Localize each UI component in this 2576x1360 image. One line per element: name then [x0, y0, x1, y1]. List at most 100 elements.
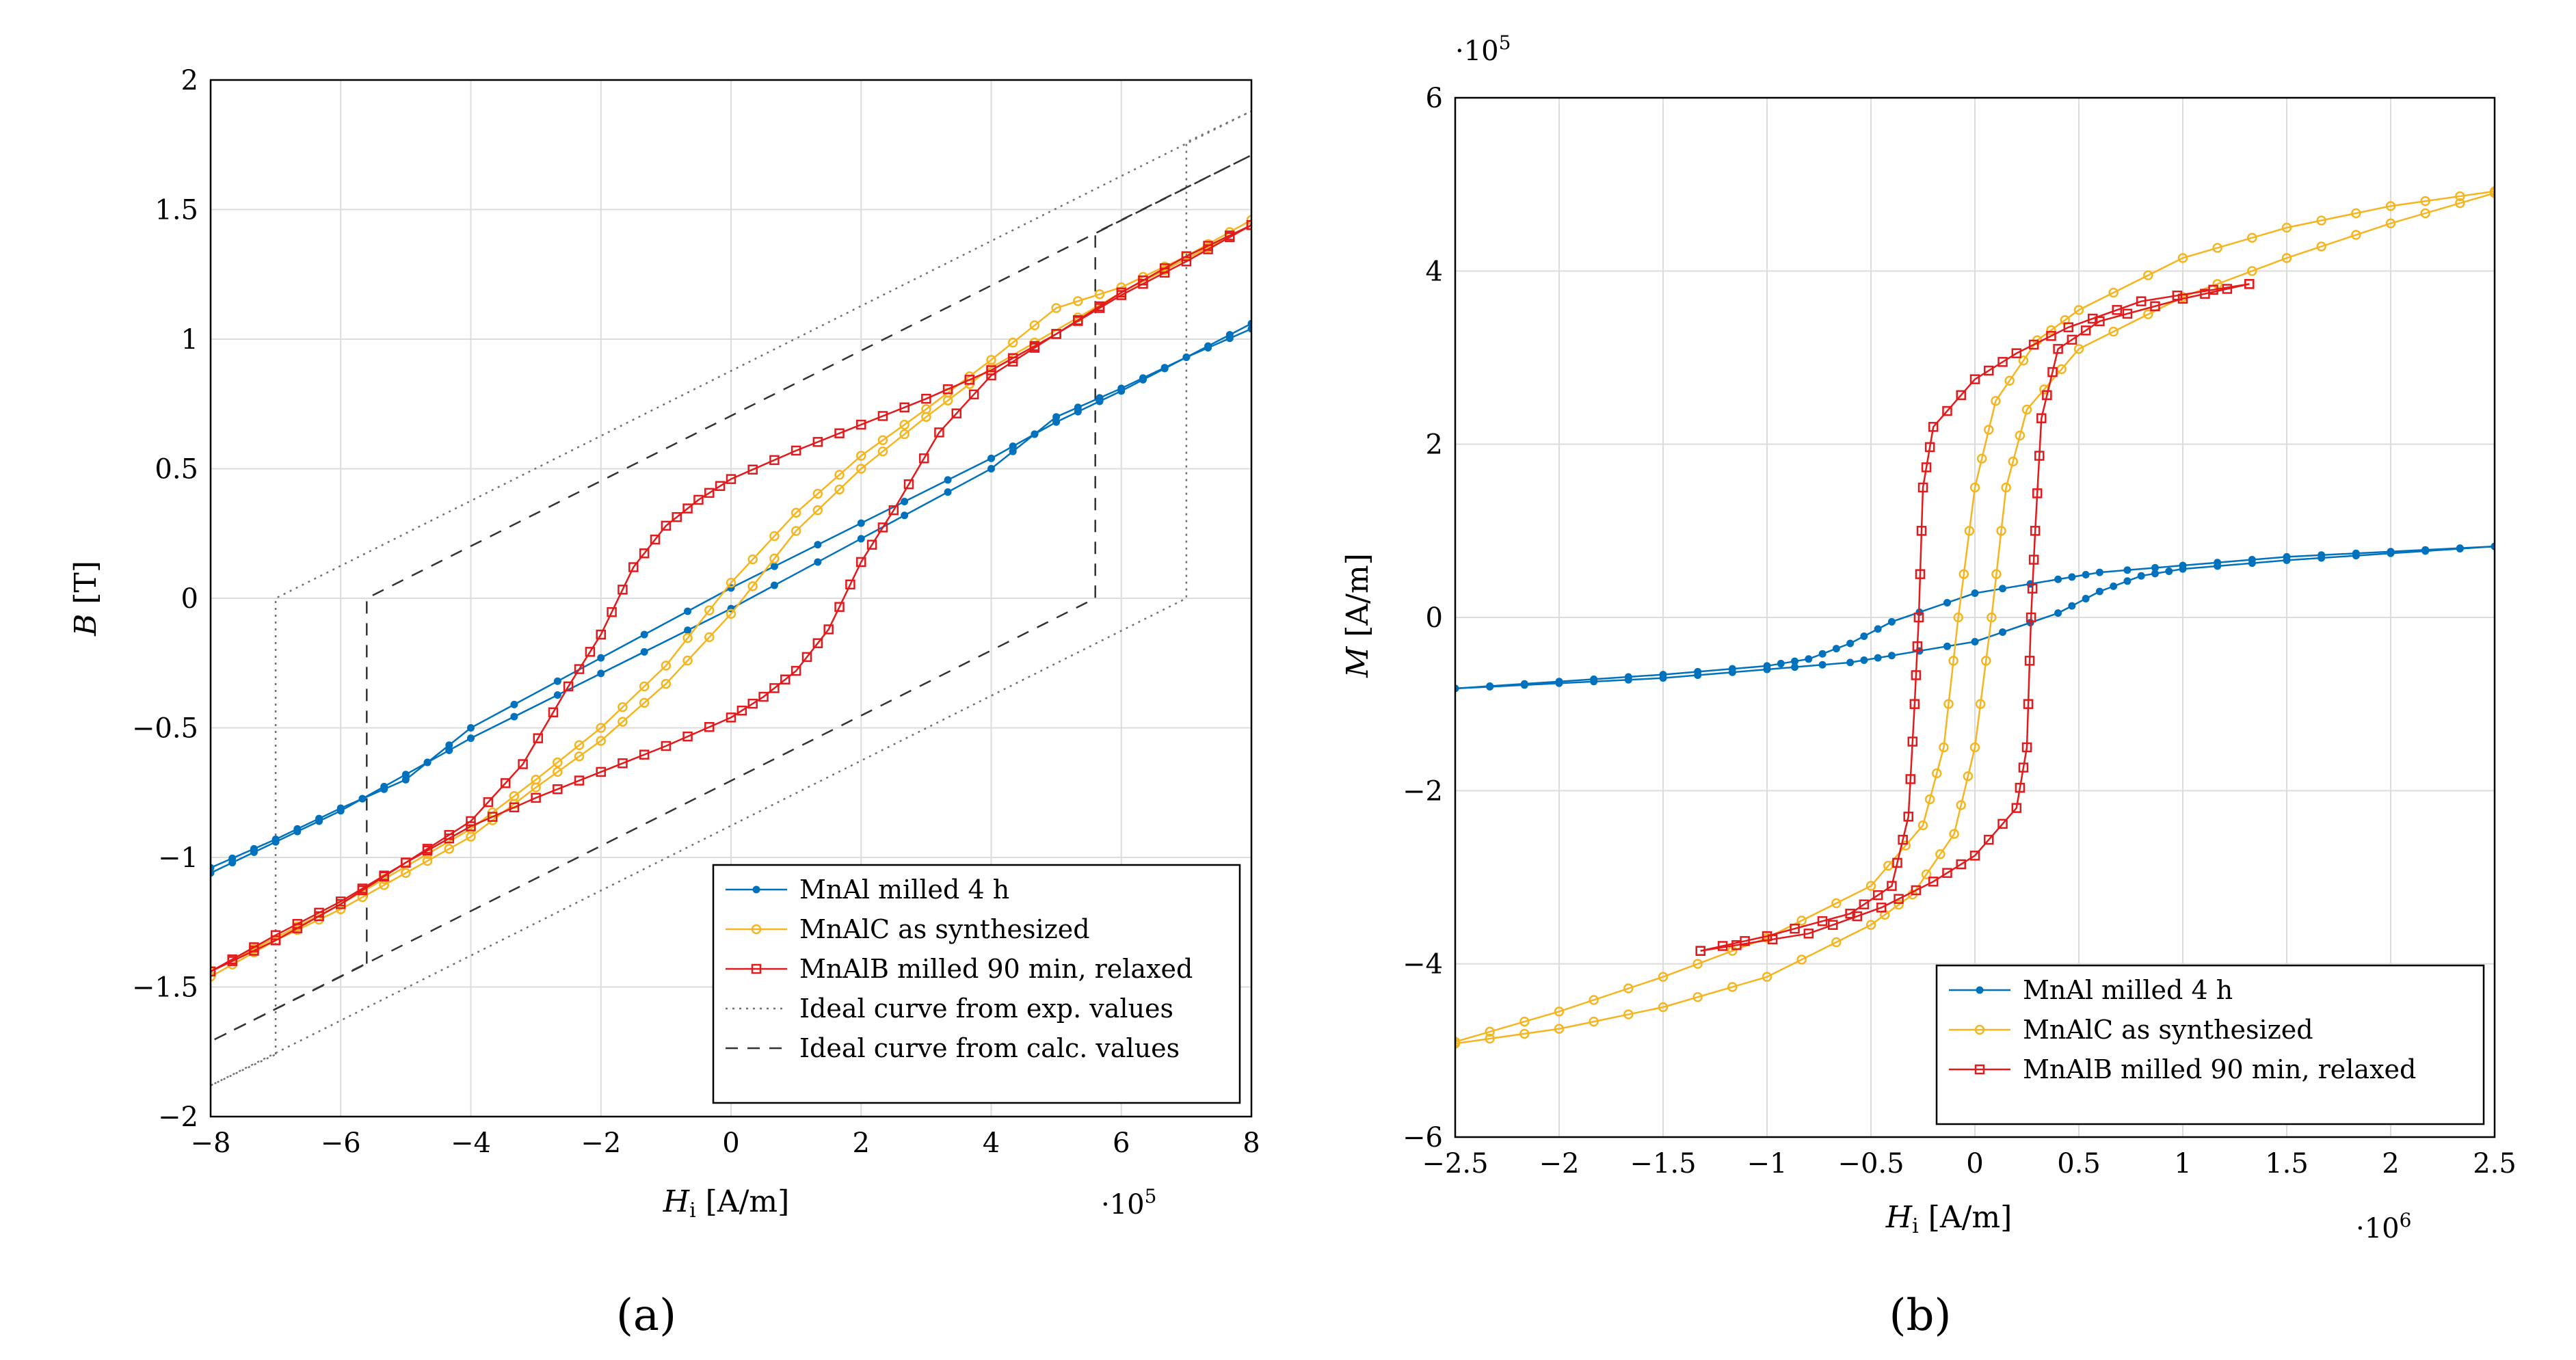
chart-a-series-2-point [1246, 219, 1251, 230]
chart-b-series-2-point [2244, 279, 2255, 289]
chart-a-series-2-point [483, 797, 494, 808]
chart-b-series-0-point [1520, 681, 1528, 689]
chart-a-series-2-point [379, 870, 389, 881]
chart-b-series-0-point [2421, 547, 2430, 555]
chart-a-series-2-point [1094, 301, 1105, 312]
chart-b-series-0-point [1791, 663, 1799, 671]
chart-b-ytick-label: −2 [1403, 775, 1443, 807]
chart-a-series-1-point [726, 578, 736, 588]
chart-b-series-1-point [1991, 569, 2002, 579]
chart-a-legend-marker-1 [751, 924, 762, 935]
chart-a-series-1-point [704, 605, 715, 615]
chart-a-legend-box [712, 864, 1241, 1104]
chart-b-series-2-point [1828, 920, 1838, 930]
chart-b-series-1-point [2018, 355, 2029, 366]
chart-a-series-0-point [250, 848, 258, 856]
chart-a-series-2-point [661, 741, 672, 751]
chart-b-series-2-point [1956, 390, 1966, 401]
chart-b-legend: MnAl milled 4 h MnAlC as synthesized MnAlB… [1935, 964, 2485, 1125]
chart-a-series-1-point [704, 632, 715, 643]
chart-a-series-2-point [704, 488, 715, 498]
chart-b-series-2-point [2030, 526, 2041, 536]
chart-b-series-0-point [2318, 554, 2326, 562]
chart-a-series-2-point [618, 585, 628, 595]
chart-b-series-1-point [1949, 829, 1959, 839]
chart-b-series-1-point [2015, 430, 2026, 441]
chart-a-series-2-point [866, 539, 877, 550]
chart-b-series-0-point [1846, 658, 1855, 667]
chart-a-series-0-point [1225, 334, 1234, 343]
chart-a-series-0-point [1031, 430, 1039, 438]
chart-a-series-1-point [899, 419, 909, 430]
chart-b-series-0-point [1818, 661, 1827, 669]
chart-b-series-2-point [2122, 308, 2133, 319]
chart-a-series-0-point [1160, 364, 1169, 372]
chart-b-series-2-lower-line [1700, 283, 2250, 952]
chart-b-series-0-point [1590, 678, 1598, 686]
chart-b-series-1-point [2143, 270, 2153, 280]
chart-b-series-2-point [1790, 923, 1800, 934]
chart-a-series-2-point [249, 942, 259, 952]
chart-a-series-2-point [314, 907, 324, 918]
chart-a-series-2-point [500, 778, 511, 788]
chart-a-series-2-point [747, 698, 758, 709]
chart-a-legend-label-4: Ideal curve from calc. values [799, 1033, 1180, 1063]
chart-b: M [A/m] Hi [A/m] ·106 ·105 (b) −2.5 −2 −1.… [1340, 31, 2517, 1341]
chart-b-series-1-point [2316, 241, 2326, 252]
chart-a-series-1-point [596, 736, 606, 746]
chart-a-series-0-point [857, 535, 865, 543]
chart-a-series-0-point [1204, 344, 1212, 352]
chart-b-series-0-point [1624, 676, 1632, 684]
chart-b-series-2-point [2026, 612, 2036, 623]
chart-a-ylabel: B [T] [68, 561, 103, 637]
chart-a-series-0-point [467, 734, 475, 743]
chart-b-series-2-point [2136, 296, 2147, 306]
chart-b-series-2-upper-line [1700, 283, 2250, 952]
chart-a-series-0-point [401, 771, 410, 779]
chart-b-series-1-lower-line [1455, 192, 2495, 1045]
chart-a-series-2-point [834, 428, 845, 438]
chart-a-series-1-point [921, 412, 931, 422]
chart-b-series-2-point [2015, 782, 2026, 793]
chart-a-ticks: −8 −6 −4 −2 0 2 4 6 8 −2 −1.5 −1 −0.5 0 0.5 1 1.5 2 [132, 65, 1260, 1159]
chart-b-series-2-point [1916, 526, 1927, 536]
chart-a-series-0-point [597, 669, 605, 678]
chart-a-series-2-point [270, 935, 281, 946]
chart-a-xtick-label: −6 [321, 1128, 361, 1159]
chart-b-series-1-point [2021, 404, 2032, 415]
chart-b-series-0-point [2248, 559, 2256, 568]
chart-b-series-1-point [2073, 344, 2084, 354]
chart-a-series-0-point [1247, 325, 1251, 333]
chart-a-series-0-point [987, 465, 995, 472]
chart-b-x-multiplier: ·106 [2356, 1209, 2411, 1244]
chart-a-series-2-point [639, 749, 650, 760]
chart-b-series-1-point [2001, 482, 2011, 493]
chart-a-series-2-point [596, 629, 606, 640]
chart-b-series-0-point [2068, 602, 2076, 610]
chart-b-ytick-label: −6 [1403, 1122, 1443, 1154]
chart-a-series-1-point [791, 526, 801, 536]
chart-b-series-1-point [1943, 699, 1954, 709]
chart-b-series-2-point [1898, 834, 1908, 845]
chart-b-series-2-point [2028, 555, 2039, 565]
chart-a-series-2-point [466, 816, 476, 827]
chart-b-series-1-point [2108, 287, 2119, 298]
chart-b-series-2-point [2042, 390, 2052, 401]
chart-a-series-2-point [548, 707, 559, 718]
chart-b-series-2-point [1969, 374, 1980, 384]
chart-a-series-2-point [812, 437, 823, 447]
chart-b-y-multiplier: ·105 [1455, 31, 1511, 67]
chart-a-series-1-point [834, 470, 845, 480]
chart-b-series-0-point [2165, 567, 2173, 575]
chart-b-series-2-point [1894, 894, 1904, 904]
chart-b-series-2-point [1845, 908, 1855, 919]
chart-b-series-0-point [2387, 549, 2395, 557]
chart-a-series-2-point [951, 408, 962, 418]
chart-b-series-0-point [1694, 671, 1702, 679]
chart-b-series-2-point [1969, 851, 1980, 861]
chart-b-series-2-point [1984, 834, 1994, 845]
chart-a-series-0-point [380, 782, 388, 790]
chart-a-series-1-point [747, 554, 758, 565]
chart-b-series-2-point [1803, 929, 1814, 939]
chart-b-series-2-point [2021, 742, 2032, 753]
